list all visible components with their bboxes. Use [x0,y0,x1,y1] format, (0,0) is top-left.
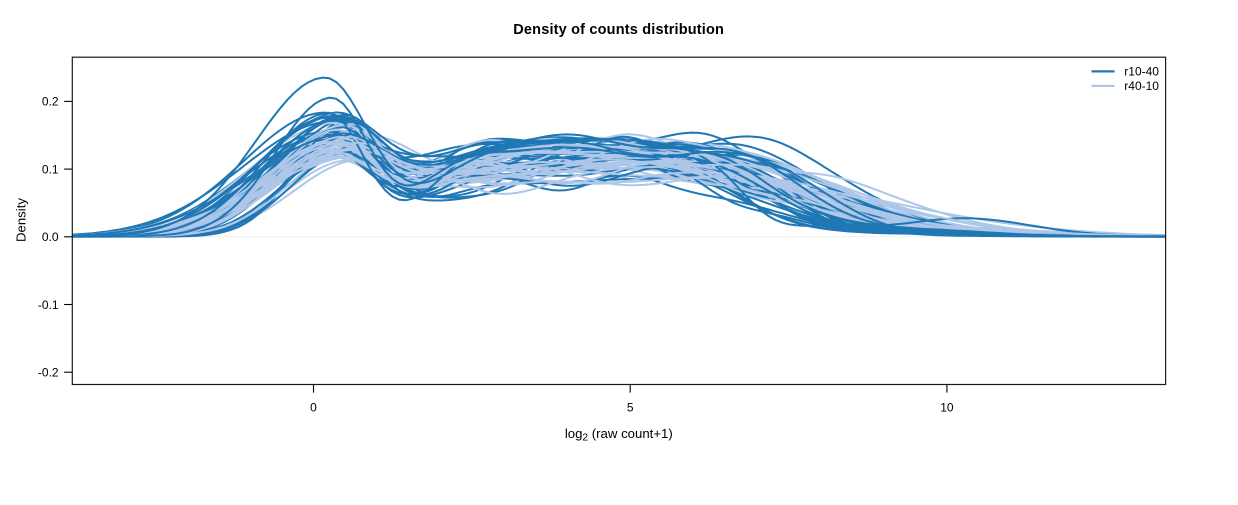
svg-text:0.0: 0.0 [42,230,59,244]
svg-text:10: 10 [940,401,954,415]
svg-text:log2 (raw count+1): log2 (raw count+1) [565,426,673,444]
svg-text:-0.1: -0.1 [38,298,59,312]
svg-text:0: 0 [310,401,317,415]
svg-text:r10-40: r10-40 [1124,65,1159,79]
svg-text:-0.2: -0.2 [38,366,59,380]
svg-text:Density: Density [14,198,29,242]
svg-text:Density of counts distribution: Density of counts distribution [513,22,724,38]
svg-text:0.2: 0.2 [42,95,59,109]
svg-text:r40-10: r40-10 [1124,79,1159,93]
svg-text:0.1: 0.1 [42,162,59,176]
svg-text:5: 5 [627,401,634,415]
